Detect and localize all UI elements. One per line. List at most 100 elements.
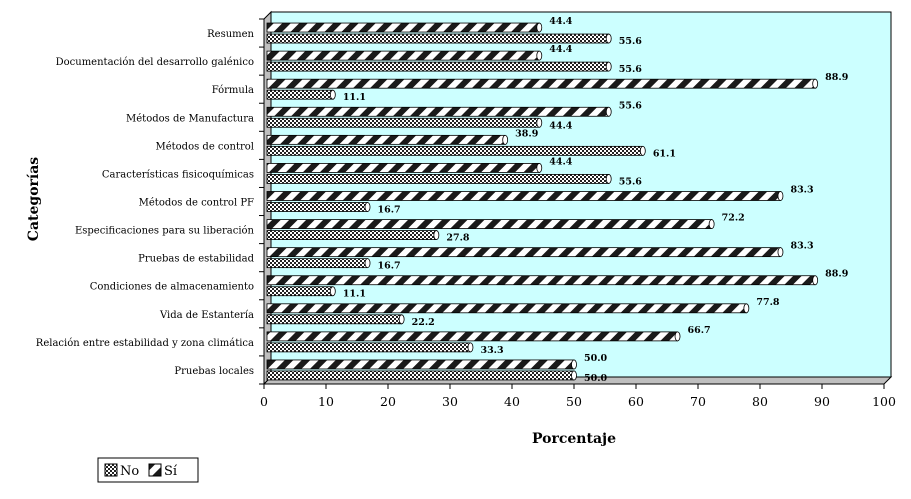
bar-cap bbox=[605, 61, 612, 72]
value-label-no: 50.0 bbox=[584, 373, 608, 384]
legend-label-no: No bbox=[120, 464, 139, 479]
bar-cap bbox=[571, 359, 577, 370]
value-label-no: 44.4 bbox=[549, 120, 573, 131]
bar-cap bbox=[536, 117, 543, 128]
x-tick-label: 10 bbox=[318, 394, 334, 409]
bar-cap bbox=[605, 106, 612, 117]
value-label-si: 88.9 bbox=[825, 72, 849, 83]
bar-no bbox=[266, 258, 368, 269]
bar-cap bbox=[812, 78, 819, 89]
category-label: Fórmula bbox=[212, 85, 254, 96]
bar-cap bbox=[571, 370, 577, 381]
bar-cap bbox=[812, 275, 819, 286]
value-label-no: 11.1 bbox=[343, 289, 366, 300]
value-label-no: 55.6 bbox=[619, 64, 643, 75]
category-label: Especificaciones para su liberación bbox=[75, 226, 255, 237]
bar-cap bbox=[777, 191, 784, 201]
category-label: Resumen bbox=[207, 29, 254, 40]
bar-cap bbox=[536, 163, 543, 173]
bar-cap bbox=[605, 33, 612, 44]
legend-label-si: Sí bbox=[164, 464, 178, 479]
category-label: Métodos de control bbox=[155, 141, 254, 152]
x-tick-label: 80 bbox=[752, 394, 768, 409]
value-label-no: 33.3 bbox=[480, 345, 503, 356]
value-label-si: 55.6 bbox=[619, 100, 643, 111]
bar-cap bbox=[639, 145, 646, 156]
x-tick-label: 30 bbox=[442, 394, 458, 409]
legend: No Sí bbox=[97, 457, 199, 483]
bar-si bbox=[266, 247, 781, 258]
value-label-no: 16.7 bbox=[378, 205, 401, 216]
bar-si bbox=[266, 191, 781, 201]
x-tick-label: 100 bbox=[872, 394, 896, 409]
bar-cap bbox=[329, 286, 336, 297]
category-label: Condiciones de almacenamiento bbox=[90, 282, 254, 293]
x-tick-label: 70 bbox=[690, 394, 706, 409]
bar-si bbox=[266, 106, 610, 117]
bar-si bbox=[266, 163, 540, 173]
value-label-si: 83.3 bbox=[790, 185, 813, 196]
bar-si bbox=[266, 22, 540, 33]
value-label-si: 83.3 bbox=[790, 241, 813, 252]
bar-cap bbox=[467, 342, 474, 353]
value-label-no: 11.1 bbox=[343, 92, 366, 103]
bar-no bbox=[266, 202, 368, 212]
bar-cap bbox=[536, 22, 543, 33]
bar-cap bbox=[364, 258, 371, 269]
bar-cap bbox=[777, 247, 784, 258]
bar-no bbox=[266, 33, 610, 44]
x-tick-label: 90 bbox=[814, 394, 830, 409]
value-label-si: 88.9 bbox=[825, 269, 849, 280]
bar-no bbox=[266, 174, 610, 184]
value-label-no: 16.7 bbox=[378, 261, 401, 272]
x-tick-label: 20 bbox=[380, 394, 396, 409]
value-label-si: 44.4 bbox=[549, 44, 573, 55]
y-axis-title: Categorías bbox=[26, 157, 42, 241]
bar-cap bbox=[502, 134, 509, 145]
value-label-si: 66.7 bbox=[688, 325, 711, 336]
value-label-si: 44.4 bbox=[549, 156, 573, 167]
bar-no bbox=[266, 89, 334, 100]
category-label: Pruebas de estabilidad bbox=[138, 254, 254, 265]
bar-si bbox=[266, 359, 575, 370]
category-label: Relación entre estabilidad y zona climát… bbox=[36, 338, 254, 349]
x-tick-label: 60 bbox=[628, 394, 644, 409]
x-tick-label: 50 bbox=[566, 394, 582, 409]
legend-swatch-si bbox=[148, 463, 162, 477]
bar-si bbox=[266, 331, 678, 342]
bar-cap bbox=[674, 331, 681, 342]
bar-cap bbox=[708, 219, 715, 229]
bar-cap bbox=[433, 230, 440, 240]
bar-no bbox=[266, 370, 575, 381]
bar-si bbox=[266, 275, 816, 286]
category-label: Métodos de control PF bbox=[139, 198, 254, 209]
value-label-no: 55.6 bbox=[619, 176, 643, 187]
x-tick-label: 0 bbox=[260, 394, 268, 409]
bar-cap bbox=[329, 89, 336, 100]
bar-si bbox=[266, 78, 816, 89]
value-label-si: 77.8 bbox=[756, 297, 780, 308]
category-label: Métodos de Manufactura bbox=[126, 113, 254, 124]
category-label: Documentación del desarrollo galénico bbox=[56, 57, 254, 68]
bar-cap bbox=[364, 202, 371, 212]
bar-cap bbox=[743, 303, 750, 314]
bar-si bbox=[266, 219, 713, 229]
bar-no bbox=[266, 286, 334, 297]
bar-no bbox=[266, 117, 540, 128]
bar-no bbox=[266, 61, 610, 72]
bar-no bbox=[266, 314, 403, 325]
value-label-si: 38.9 bbox=[515, 128, 539, 139]
bar-cap bbox=[605, 174, 612, 184]
bar-si bbox=[266, 134, 506, 145]
value-label-si: 72.2 bbox=[722, 213, 745, 224]
labels-layer: 0 10 20 30 40 50 60 70 80 90 100 Resumen 44.4 55.6 Doc… bbox=[36, 16, 896, 409]
category-label: Características fisicoquímicas bbox=[102, 169, 254, 180]
legend-swatch-no bbox=[104, 463, 118, 477]
category-label: Vida de Estantería bbox=[159, 310, 254, 321]
value-label-si: 44.4 bbox=[549, 16, 573, 27]
value-label-no: 55.6 bbox=[619, 36, 643, 47]
bar-si bbox=[266, 50, 540, 61]
value-label-no: 22.2 bbox=[412, 317, 435, 328]
bars-layer bbox=[266, 22, 819, 381]
